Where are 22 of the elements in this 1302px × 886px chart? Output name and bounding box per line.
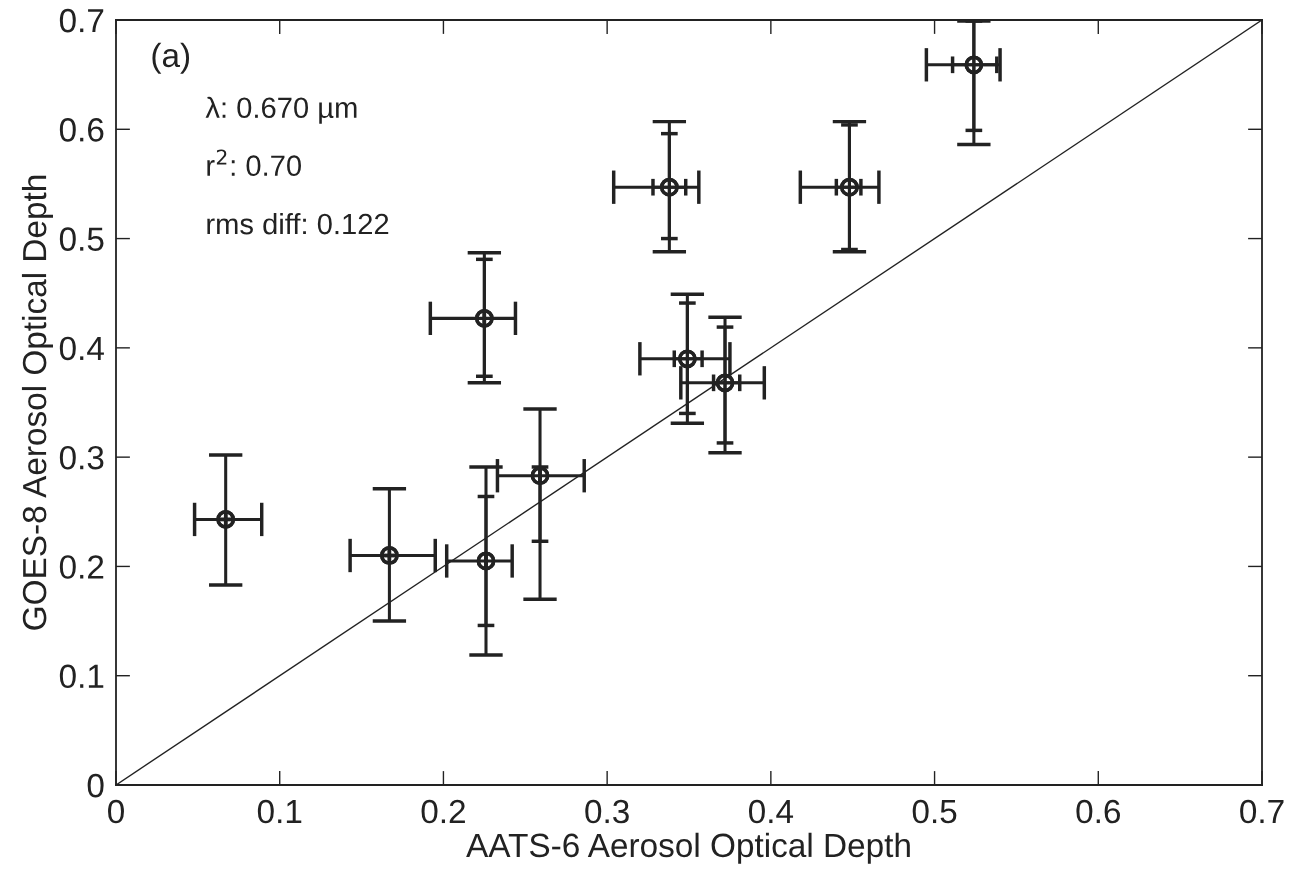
x-tick-label: 0.2: [421, 799, 465, 824]
annotation: (a): [152, 42, 190, 74]
y-tick-label: 0.6: [59, 118, 104, 142]
x-tick-label: 0.1: [257, 799, 302, 824]
y-axis-title: GOES-8 Aerosol Optical Depth: [21, 175, 53, 630]
y-tick-label: 0.5: [59, 227, 104, 251]
y-tick-label: 0: [87, 773, 104, 798]
y-tick-label: 0.4: [59, 336, 104, 361]
y-tick-label: 0.1: [59, 664, 104, 689]
x-tick-label: 0: [108, 799, 124, 824]
x-tick-label: 0.5: [912, 799, 957, 824]
annotation: r$^{2}$: 0.70: [207, 149, 301, 177]
y-tick-label: 0.2: [59, 555, 104, 579]
y-tick-label: 0.3: [59, 445, 104, 470]
annotation: rms diff: 0.122: [207, 212, 389, 235]
x-axis-title: AATS-6 Aerosol Optical Depth: [466, 832, 910, 864]
x-tick-label: 0.4: [748, 799, 794, 824]
x-tick-label: 0.7: [1240, 799, 1284, 824]
x-tick-label: 0.6: [1076, 799, 1120, 824]
x-tick-label: 0.3: [585, 799, 629, 824]
y-tick-label: 0.7: [59, 8, 104, 33]
annotation: λ: 0.670 µm: [205, 96, 357, 124]
